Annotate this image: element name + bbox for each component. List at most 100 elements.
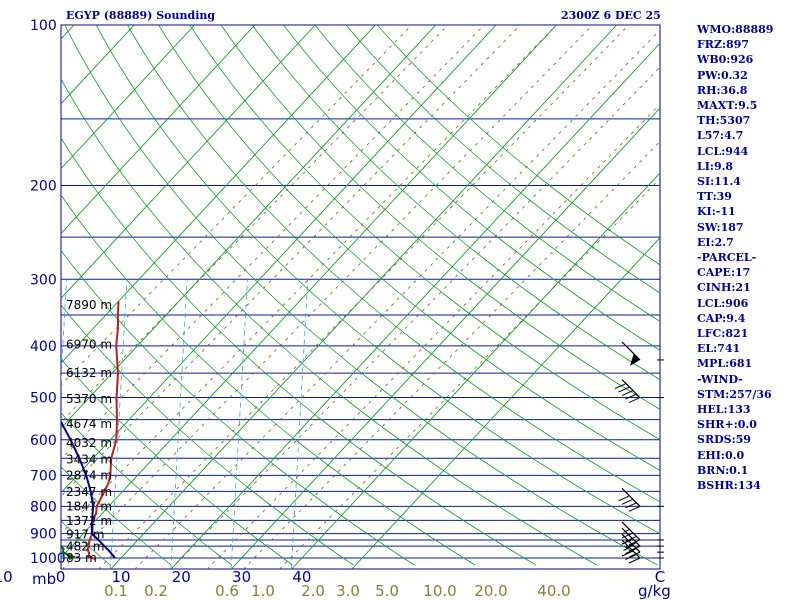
isotherm-line: [170, 42, 660, 569]
temperature-unit-label: C: [655, 568, 665, 586]
pressure-label: 200: [30, 178, 57, 194]
isotherm-line: [61, 25, 75, 40]
dry-adiabat: [283, 25, 660, 351]
isotherm-line: [110, 25, 618, 569]
temperature-label: 0: [56, 568, 66, 586]
height-label: 83 m: [66, 551, 97, 565]
index-item: MAXT:9.5: [697, 99, 758, 113]
mixing-ratio-unit-label: g/kg: [638, 582, 671, 600]
index-item: WB0:926: [697, 53, 754, 67]
wind-barb: [614, 379, 664, 404]
pressure-label: 300: [30, 272, 57, 288]
index-item: LFC:821: [697, 327, 749, 341]
pressure-label: 900: [30, 527, 57, 543]
moist-adiabat: [291, 279, 309, 569]
index-item: HEL:133: [697, 403, 751, 417]
temperature-labels: -50-40-30-20-10010203040C: [0, 568, 665, 586]
wind-barb: [621, 539, 664, 564]
index-item: L57:4.7: [697, 129, 744, 143]
mixing-ratio-label: 0.2: [144, 582, 168, 600]
isotherm-line: [230, 107, 660, 569]
index-item: TT:39: [697, 190, 732, 204]
height-label: 917 m: [66, 527, 104, 541]
height-label: 1847 m: [66, 499, 112, 513]
index-item: CAP:9.4: [697, 311, 746, 325]
dry-adiabat: [61, 358, 293, 566]
mixing-ratio-label: 40.0: [537, 582, 570, 600]
index-item: EI:2.7: [697, 235, 734, 249]
height-label: 2874 m: [66, 468, 112, 482]
mixing-ratio-label: 2.0: [301, 582, 325, 600]
dry-adiabat: [61, 249, 415, 566]
height-label: 6132 m: [66, 366, 112, 380]
index-item: WMO:88889: [697, 23, 774, 36]
wind-barbs: [614, 341, 664, 564]
mixing-ratio-line: [61, 25, 449, 423]
dry-adiabat: [61, 194, 476, 566]
isotherm-line: [61, 25, 376, 364]
mixing-ratio-line: [61, 25, 557, 535]
dry-adiabat: [189, 25, 660, 441]
mixing-ratio-line: [61, 25, 485, 460]
dry-adiabat: [61, 466, 172, 566]
dry-adiabat: [377, 25, 660, 266]
height-label: 3434 m: [66, 453, 112, 467]
dry-adiabat: [64, 25, 658, 566]
pressure-unit-label: mb: [32, 570, 56, 588]
height-label: 6970 m: [66, 338, 112, 352]
pressure-label: 600: [30, 433, 57, 449]
height-label: 482 m: [66, 540, 104, 554]
isobar-grid: [61, 25, 660, 559]
index-item: LI:9.8: [697, 159, 734, 173]
isotherm-line: [61, 25, 256, 235]
temperature-label: 10: [111, 568, 130, 586]
dry-adiabat: [127, 25, 660, 503]
wind-barb: [621, 533, 664, 558]
index-item: FRZ:897: [697, 38, 750, 52]
index-item: SRDS:59: [697, 433, 751, 447]
dry-adiabat: [95, 25, 660, 535]
mixing-ratio-line: [242, 140, 660, 569]
index-item: LCL:906: [697, 296, 749, 310]
pressure-label: 100: [30, 18, 57, 34]
profile-series: [61, 301, 120, 561]
index-item: STM:257/36: [697, 387, 772, 401]
height-label: 5370 m: [66, 392, 112, 406]
pressure-labels: 100 200 300 400 500 600 700 800 900 1000: [30, 18, 66, 567]
dry-adiabat: [61, 78, 597, 566]
wind-barb: [621, 341, 664, 366]
dry-adiabat: [251, 25, 660, 381]
dry-adiabat: [61, 304, 354, 566]
valid-time: 2300Z 6 DEC 25: [561, 9, 661, 22]
station-title: EGYP (88889) Sounding: [66, 9, 216, 22]
wind-barb: [618, 487, 664, 512]
mixing-ratio-label: 1.0: [251, 582, 275, 600]
index-item: EHI:0.0: [697, 448, 745, 462]
mixing-ratio-label: 10.0: [423, 582, 456, 600]
pressure-label: 700: [30, 468, 57, 484]
index-item: -PARCEL-: [697, 251, 757, 265]
isotherm-line: [291, 172, 660, 569]
isotherm-line: [61, 25, 497, 494]
height-labels: 7890 m 6970 m 6132 m 5370 m 4674 m 4032 m 3434…: [66, 298, 112, 565]
height-label: 2347 m: [66, 485, 112, 499]
index-item: LCL:944: [697, 144, 749, 158]
index-item: EL:741: [697, 342, 741, 356]
pressure-label: 800: [30, 499, 57, 515]
index-item: BRN:0.1: [697, 463, 749, 477]
sounding-series-line: [61, 419, 116, 559]
mixing-ratio-label: 3.0: [336, 582, 360, 600]
mixing-ratio-line: [61, 25, 593, 569]
isotherm-line: [61, 25, 557, 559]
index-item: RH:36.8: [697, 83, 748, 97]
mixing-ratio-line: [134, 29, 660, 569]
index-item: KI:-11: [697, 205, 736, 219]
mixing-ratio-lines: [61, 25, 660, 569]
moist-adiabat: [0, 279, 6, 569]
index-item: SW:187: [697, 220, 744, 234]
index-item: SHR+:0.0: [697, 418, 757, 432]
mixing-ratio-label: 20.0: [474, 582, 507, 600]
index-item: CINH:21: [697, 281, 751, 295]
isotherm-line: [61, 25, 195, 170]
